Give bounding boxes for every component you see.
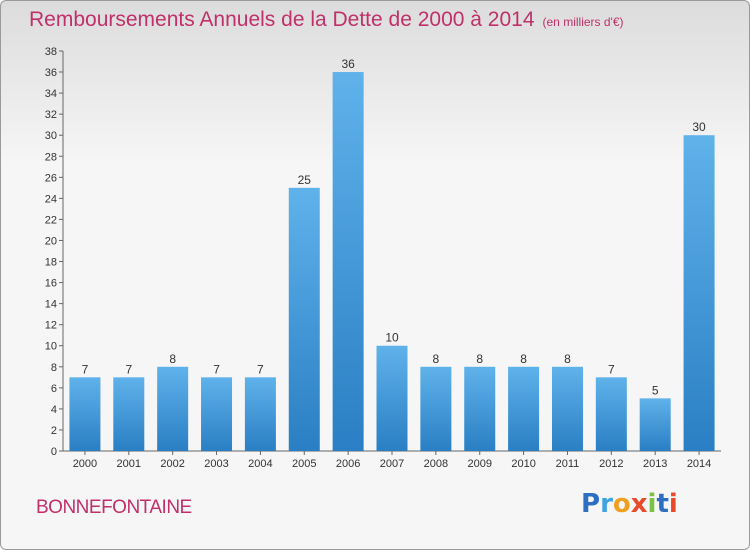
y-tick-label: 32 [45,109,57,121]
logo-letter: i [647,489,657,519]
bar [639,398,671,451]
logo-letter: r [600,489,613,519]
bar-value-label: 7 [125,362,132,376]
bar-value-label: 30 [692,120,706,134]
x-tick-label: 2008 [424,458,448,470]
x-tick-label: 2003 [204,458,228,470]
y-tick-label: 34 [45,88,57,100]
x-tick-label: 2005 [292,458,316,470]
x-tick-label: 2012 [599,458,623,470]
x-tick-label: 2006 [336,458,360,470]
x-tick-label: 2002 [160,458,184,470]
y-tick-label: 18 [45,257,57,269]
bar-value-label: 8 [520,352,527,366]
bar-value-label: 8 [476,352,483,366]
y-tick-label: 8 [51,362,57,374]
bar [244,377,276,451]
commune-name: BONNEFONTAINE [36,497,192,518]
proxiti-logo: Proxiti [581,489,678,519]
bar-value-label: 7 [257,362,264,376]
logo-letter: P [581,489,601,519]
y-tick-label: 4 [51,404,57,416]
bar [420,366,452,451]
logo-letter: t [656,489,669,519]
y-tick-label: 14 [45,299,57,311]
y-tick-label: 10 [45,341,57,353]
x-tick-label: 2000 [73,458,97,470]
bar [508,366,540,451]
bar [157,366,189,451]
bar-value-label: 5 [652,383,659,397]
y-tick-label: 16 [45,278,57,290]
bar [464,366,496,451]
bar-value-label: 7 [82,362,89,376]
bar-value-label: 7 [608,362,615,376]
y-tick-label: 28 [45,151,57,163]
bar-value-label: 8 [433,352,440,366]
bar [551,366,583,451]
x-tick-label: 2014 [687,458,711,470]
chart-unit: (en milliers d'€) [542,15,624,29]
bar-value-label: 8 [169,352,176,366]
bar [201,377,233,451]
x-tick-label: 2009 [467,458,491,470]
y-tick-label: 0 [51,446,57,458]
y-tick-label: 12 [45,320,57,332]
x-tick-label: 2007 [380,458,404,470]
y-tick-label: 30 [45,130,57,142]
y-tick-label: 36 [45,67,57,79]
bar-value-label: 10 [385,331,399,345]
y-tick-label: 22 [45,214,57,226]
chart-title-row: Remboursements Annuels de la Dette de 20… [29,8,624,32]
logo-letter: i [668,489,678,519]
bar [683,135,715,452]
bar-value-label: 7 [213,362,220,376]
y-tick-label: 20 [45,235,57,247]
logo-letter: o [612,489,631,519]
logo-letter: x [630,489,648,519]
bar [69,377,101,451]
x-tick-label: 2001 [117,458,141,470]
bar [376,345,408,451]
x-tick-label: 2013 [643,458,667,470]
bar-value-label: 36 [341,57,355,71]
bar [595,377,627,451]
y-tick-label: 38 [45,46,57,58]
x-tick-label: 2010 [511,458,535,470]
y-tick-label: 24 [45,193,57,205]
bar [288,187,320,451]
y-tick-label: 2 [51,425,57,437]
bar-value-label: 25 [298,173,312,187]
bar-value-label: 8 [564,352,571,366]
y-tick-label: 6 [51,383,57,395]
x-tick-label: 2011 [556,458,580,470]
bar [113,377,145,451]
bar [332,72,364,451]
y-tick-label: 26 [45,172,57,184]
x-tick-label: 2004 [248,458,272,470]
chart-title: Remboursements Annuels de la Dette de 20… [29,8,535,31]
